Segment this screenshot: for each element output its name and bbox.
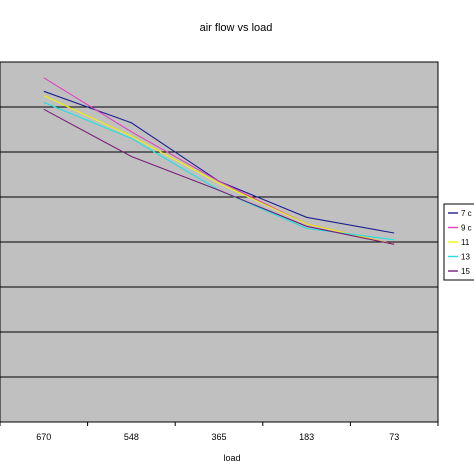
legend-label: 7 c — [461, 209, 472, 218]
x-axis-label: load — [223, 453, 240, 463]
x-tick-label: 548 — [124, 432, 139, 442]
gridlines — [0, 106, 438, 378]
x-tick-label: 670 — [36, 432, 51, 442]
legend-label: 9 c — [461, 224, 472, 233]
x-axis-tick-labels: 670 548 365 183 73 — [36, 432, 399, 442]
legend: 7 c 9 c 11 13 15 — [443, 203, 474, 281]
legend-label: 13 — [461, 253, 470, 262]
x-tick-label: 365 — [211, 432, 226, 442]
chart-title: air flow vs load — [200, 22, 273, 34]
x-axis-ticks — [0, 422, 439, 426]
x-tick-label: 183 — [299, 432, 314, 442]
x-tick-label: 73 — [389, 432, 399, 442]
series-line-5 — [43, 108, 395, 245]
series-line-3 — [43, 95, 395, 245]
legend-label: 11 — [461, 238, 470, 247]
legend-label: 15 — [461, 267, 470, 276]
series-lines — [43, 77, 395, 245]
